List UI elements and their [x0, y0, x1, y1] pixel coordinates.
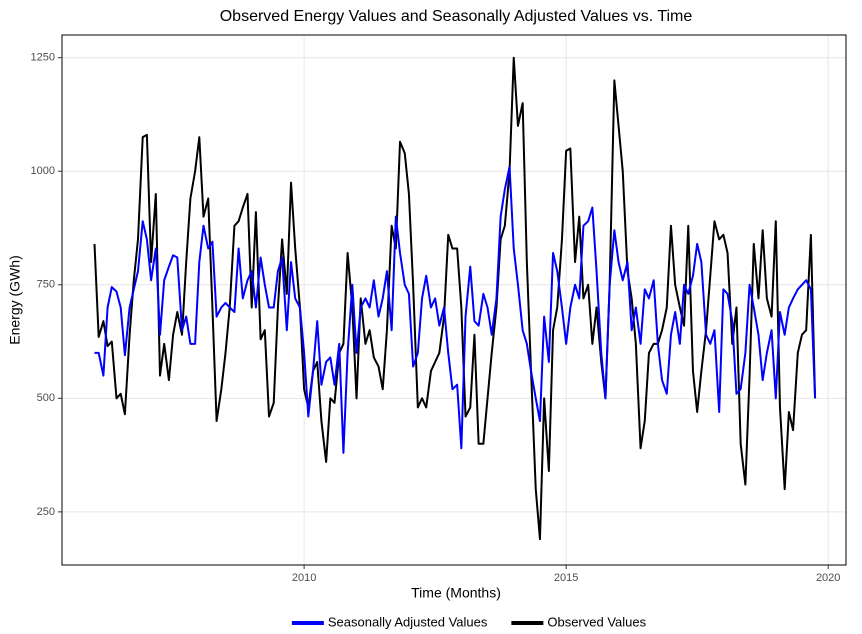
y-axis-title: Energy (GWh): [7, 255, 23, 344]
series-line: [94, 165, 817, 454]
plot-panel: [62, 35, 846, 565]
chart-title: Observed Energy Values and Seasonally Ad…: [220, 8, 693, 25]
x-tick-label: 2020: [816, 572, 840, 584]
legend: Seasonally Adjusted Values Observed Value…: [291, 614, 647, 629]
x-tick-label: 2010: [292, 572, 316, 584]
legend-label: Seasonally Adjusted Values: [328, 614, 488, 629]
y-tick-label: 250: [37, 506, 55, 518]
y-tick-label: 1250: [31, 52, 55, 64]
grid: [62, 35, 846, 565]
series-line: [93, 56, 817, 541]
panel-border: [61, 34, 847, 566]
x-axis-title: Time (Months): [411, 585, 501, 601]
y-tick-label: 1000: [31, 165, 55, 177]
y-tick-label: 500: [37, 392, 55, 404]
legend-label: Observed Values: [547, 614, 646, 629]
x-tick-label: 2015: [554, 572, 578, 584]
lines: [93, 56, 817, 541]
y-tick-label: 750: [37, 279, 55, 291]
